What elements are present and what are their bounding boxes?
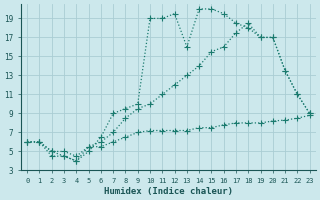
- X-axis label: Humidex (Indice chaleur): Humidex (Indice chaleur): [104, 187, 233, 196]
